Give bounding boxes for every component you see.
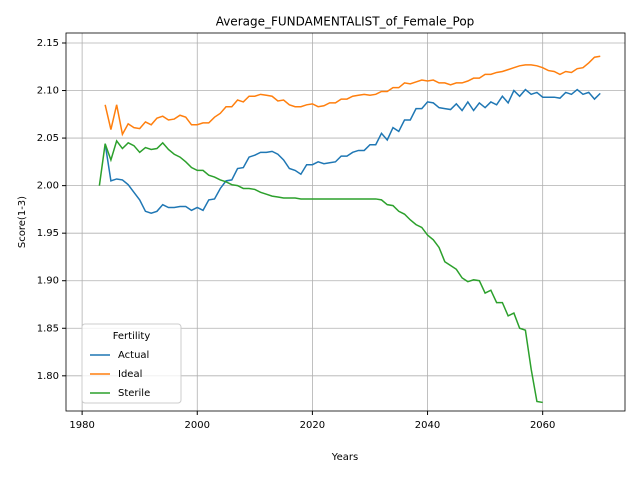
line-series [98,139,543,404]
x-tick-label: 2060 [530,420,555,431]
x-axis-label: Years [331,452,358,463]
line-series [104,55,601,137]
plot-frame [65,32,626,412]
legend: Fertility Actual Ideal Sterile [81,323,182,404]
y-tick-label: 2.15 [37,38,59,49]
y-tick-label: 1.95 [37,228,59,239]
x-tick-label: 2000 [185,420,210,431]
legend-box [81,323,182,404]
y-tick-label: 1.85 [37,323,59,334]
x-tick-label: 2040 [415,420,440,431]
line-series [104,88,601,214]
y-tick-label: 1.80 [37,371,59,382]
y-tick-label: 2.00 [37,181,59,192]
y-axis-label: Score(1-3) [17,196,28,248]
legend-title: Fertility [113,331,151,342]
legend-label: Actual [118,350,149,361]
x-tick-label: 2020 [300,420,325,431]
y-tick-label: 2.05 [37,133,59,144]
x-tick-label: 1980 [69,420,94,431]
y-tick-label: 2.10 [37,86,59,97]
chart-title: Average_FUNDAMENTALIST_of_Female_Pop [216,15,475,29]
legend-label: Sterile [118,388,150,399]
legend-label: Ideal [118,369,142,380]
y-tick-label: 1.90 [37,276,59,287]
